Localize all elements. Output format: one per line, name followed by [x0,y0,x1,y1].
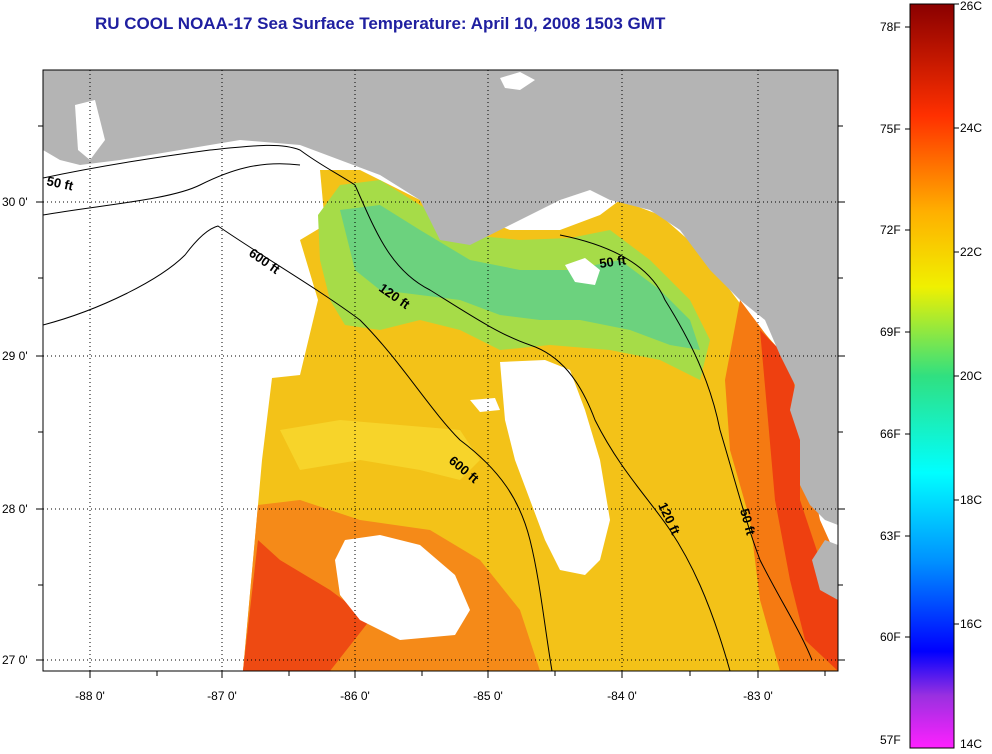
axis-ticks [36,125,845,678]
scale-c-22: 22C [960,245,982,259]
graticule [43,70,838,671]
lat-label-27: 27 0' [2,653,28,667]
lat-label-28: 28 0' [2,502,28,516]
scale-c-14: 14C [960,737,982,751]
color-scale-bar [909,3,955,749]
sst-band-red-southwest [243,540,370,671]
scale-f-78: 78F [880,20,901,34]
cloud-patch-central [500,360,610,575]
contour-50ft [559,234,813,661]
sst-band-cyan [340,205,700,350]
contour-120ft [354,184,731,671]
scale-c-16: 16C [960,617,982,631]
land-white-coast-strip [43,148,340,172]
lat-label-29: 29 0' [2,349,28,363]
scale-f-66: 66F [880,427,901,441]
lon-label-83: -83 0' [743,689,773,703]
lon-label-87: -87 0' [207,689,237,703]
bathymetry-contours [43,144,813,671]
lon-label-84: -84 0' [607,689,637,703]
contour-label-50ft-north: 50 ft [598,252,627,271]
scale-f-57: 57F [880,733,901,747]
lon-label-85: -85 0' [473,689,503,703]
contour-120ft-west [43,163,301,216]
lon-label-88: -88 0' [75,689,105,703]
scale-f-60: 60F [880,630,901,644]
scale-c-24: 24C [960,121,982,135]
cloud-patch-small [470,398,500,412]
contour-600ft [43,225,553,671]
scale-c-20: 20C [960,369,982,383]
map-title: RU COOL NOAA-17 Sea Surface Temperature:… [95,14,666,33]
scale-f-69: 69F [880,325,901,339]
sst-band-red-coast [760,330,838,671]
scale-c-18: 18C [960,493,982,507]
scale-f-75: 75F [880,122,901,136]
color-scale-ticks [905,3,959,638]
lat-label-30: 30 0' [2,195,28,209]
scale-f-72: 72F [880,223,901,237]
scale-c-26: 26C [960,0,982,13]
lon-label-86: -86 0' [340,689,370,703]
contour-label-50ft-west: 50 ft [45,173,75,193]
land-lake [500,72,535,90]
cloud-patch-southwest [335,535,470,640]
contour-label-50ft-south: 50 ft [737,507,759,537]
plot-frame [42,69,839,672]
sst-band-yellow-mid [280,420,480,480]
land-southeast [812,540,838,600]
land-gulf-coast [43,70,838,525]
scale-f-63: 63F [880,529,901,543]
contour-50ft-west [43,144,356,186]
cloud-patch-north [565,258,600,285]
